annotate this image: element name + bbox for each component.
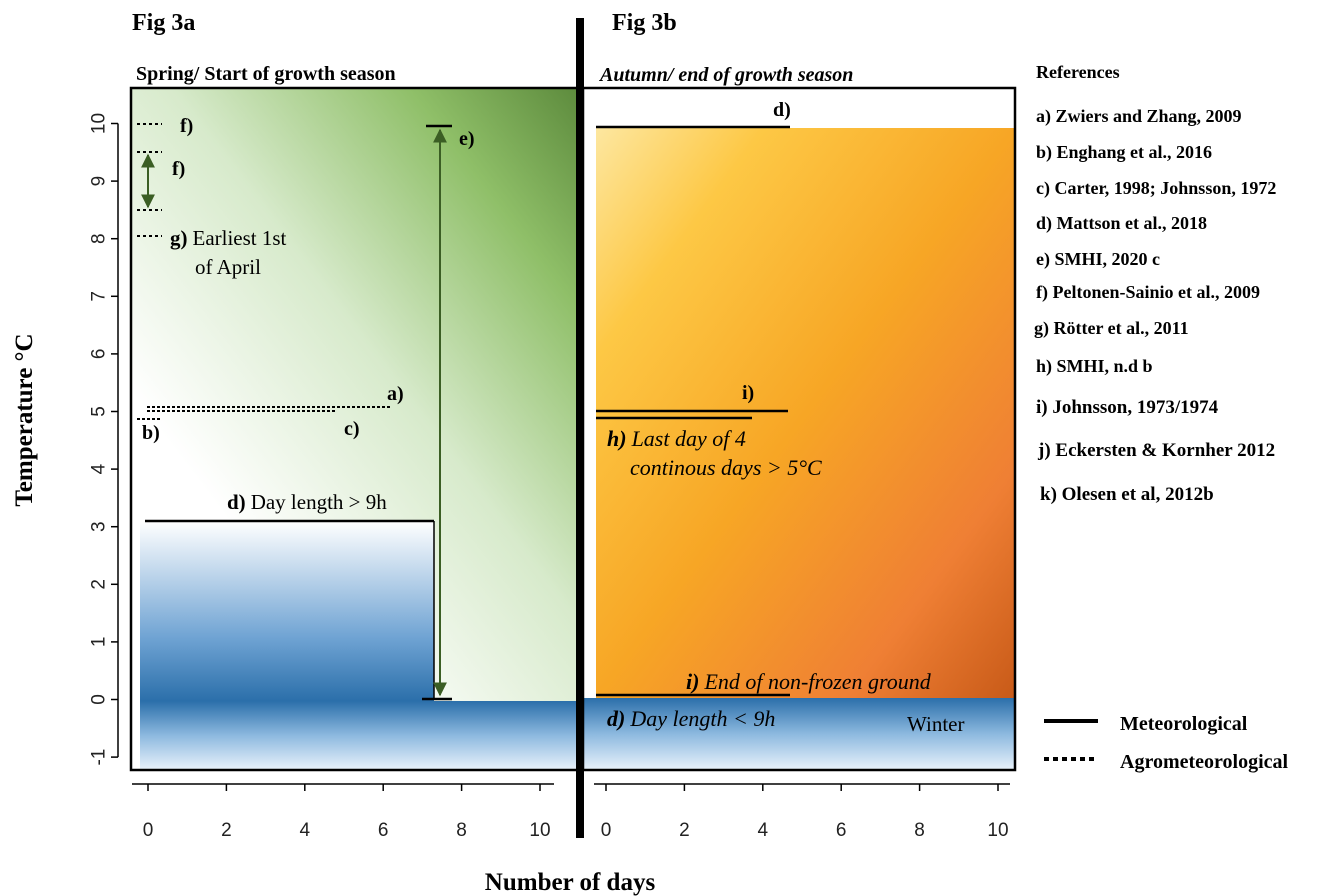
threshold-f-range-label: f) xyxy=(172,158,185,180)
x-b-tick-label-1: 2 xyxy=(679,820,690,841)
legend: Meteorological Agrometeorological xyxy=(1044,713,1289,773)
panel-a-background xyxy=(131,88,581,770)
threshold-i-5c-label: i) xyxy=(742,382,754,404)
reference-e: e) SMHI, 2020 c xyxy=(1036,249,1160,270)
reference-h: h) SMHI, n.d b xyxy=(1036,356,1153,377)
panel-b-marks: d) i) h) Last day of 4 continous days > 5… xyxy=(596,99,964,736)
threshold-e-label: e) xyxy=(459,128,475,150)
y-tick-label-11: 10 xyxy=(89,113,110,134)
threshold-g-label: g) Earliest 1st xyxy=(170,226,287,250)
x-b-tick-label-5: 10 xyxy=(987,820,1008,841)
references-title: References xyxy=(1036,62,1120,82)
panel-a-title: Spring/ Start of growth season xyxy=(136,63,396,85)
x-axis-panel-b: 0 2 4 6 8 10 xyxy=(594,783,1010,841)
x-a-tick-label-5: 10 xyxy=(529,820,550,841)
fig3a-label: Fig 3a xyxy=(132,10,195,36)
panel-b-title: Autumn/ end of growth season xyxy=(598,64,853,86)
threshold-c-label: c) xyxy=(344,418,360,440)
threshold-d-winter-label: d) Day length < 9h xyxy=(607,706,775,731)
x-a-tick-label-4: 8 xyxy=(456,820,467,841)
reference-a: a) Zwiers and Zhang, 2009 xyxy=(1036,106,1242,127)
reference-j: j) Eckersten & Kornher 2012 xyxy=(1037,440,1275,461)
reference-d: d) Mattson et al., 2018 xyxy=(1036,213,1207,234)
x-a-tick-label-1: 2 xyxy=(221,820,232,841)
panel-a-marks: f) f) g) Earliest 1st of April a) b) c) d… xyxy=(137,115,475,701)
y-tick-label-1: 0 xyxy=(89,694,110,705)
y-tick-label-2: 1 xyxy=(89,637,110,648)
threshold-d-autumn-label: d) xyxy=(773,99,791,121)
winter-annotation: Winter xyxy=(907,712,964,736)
x-b-tick-label-0: 0 xyxy=(601,820,612,841)
threshold-b-label: b) xyxy=(142,422,160,444)
threshold-h-label-2: continous days > 5°C xyxy=(630,455,822,480)
threshold-i-frozen-label: i) End of non-frozen ground xyxy=(686,669,932,694)
legend-meteorological-label: Meteorological xyxy=(1120,713,1248,735)
y-tick-label-10: 9 xyxy=(89,176,110,187)
reference-i: i) Johnsson, 1973/1974 xyxy=(1036,397,1219,418)
threshold-a-label: a) xyxy=(387,383,404,405)
reference-f: f) Peltonen-Sainio et al., 2009 xyxy=(1036,282,1260,303)
threshold-d-daylength-label: d) Day length > 9h xyxy=(227,490,387,514)
y-tick-label-8: 7 xyxy=(89,291,110,302)
x-a-tick-label-3: 6 xyxy=(378,820,389,841)
threshold-f-10-label: f) xyxy=(180,115,193,137)
y-tick-label-5: 4 xyxy=(89,463,110,474)
x-a-tick-label-0: 0 xyxy=(143,820,154,841)
y-tick-label-3: 2 xyxy=(89,579,110,590)
y-tick-label-9: 8 xyxy=(89,233,110,244)
x-axis-label: Number of days xyxy=(485,869,656,896)
x-b-tick-label-2: 4 xyxy=(758,820,769,841)
threshold-h-label: h) Last day of 4 xyxy=(607,426,746,451)
y-tick-label-0: -1 xyxy=(89,749,110,766)
fig3b-label: Fig 3b xyxy=(612,10,677,36)
reference-c: c) Carter, 1998; Johnsson, 1972 xyxy=(1036,178,1276,199)
x-b-tick-label-4: 8 xyxy=(914,820,925,841)
x-axis-panel-a: 0 2 4 6 8 10 xyxy=(132,783,554,841)
reference-k: k) Olesen et al, 2012b xyxy=(1040,484,1214,505)
y-tick-label-4: 3 xyxy=(89,521,110,532)
reference-b: b) Enghang et al., 2016 xyxy=(1036,142,1212,163)
y-axis-label: Temperature °C xyxy=(11,333,38,506)
panel-b-background xyxy=(583,88,1015,770)
x-a-tick-label-2: 4 xyxy=(300,820,311,841)
references: References a) Zwiers and Zhang, 2009 b) … xyxy=(1034,62,1276,505)
threshold-g-label-2: of April xyxy=(195,255,261,279)
legend-agrometeorological-label: Agrometeorological xyxy=(1120,751,1289,773)
y-tick-label-6: 5 xyxy=(89,406,110,417)
reference-g: g) Rötter et al., 2011 xyxy=(1034,318,1189,339)
x-b-tick-label-3: 6 xyxy=(836,820,847,841)
y-tick-label-7: 6 xyxy=(89,349,110,360)
y-axis: -1 0 1 2 3 4 5 6 7 8 9 10 xyxy=(89,113,119,766)
